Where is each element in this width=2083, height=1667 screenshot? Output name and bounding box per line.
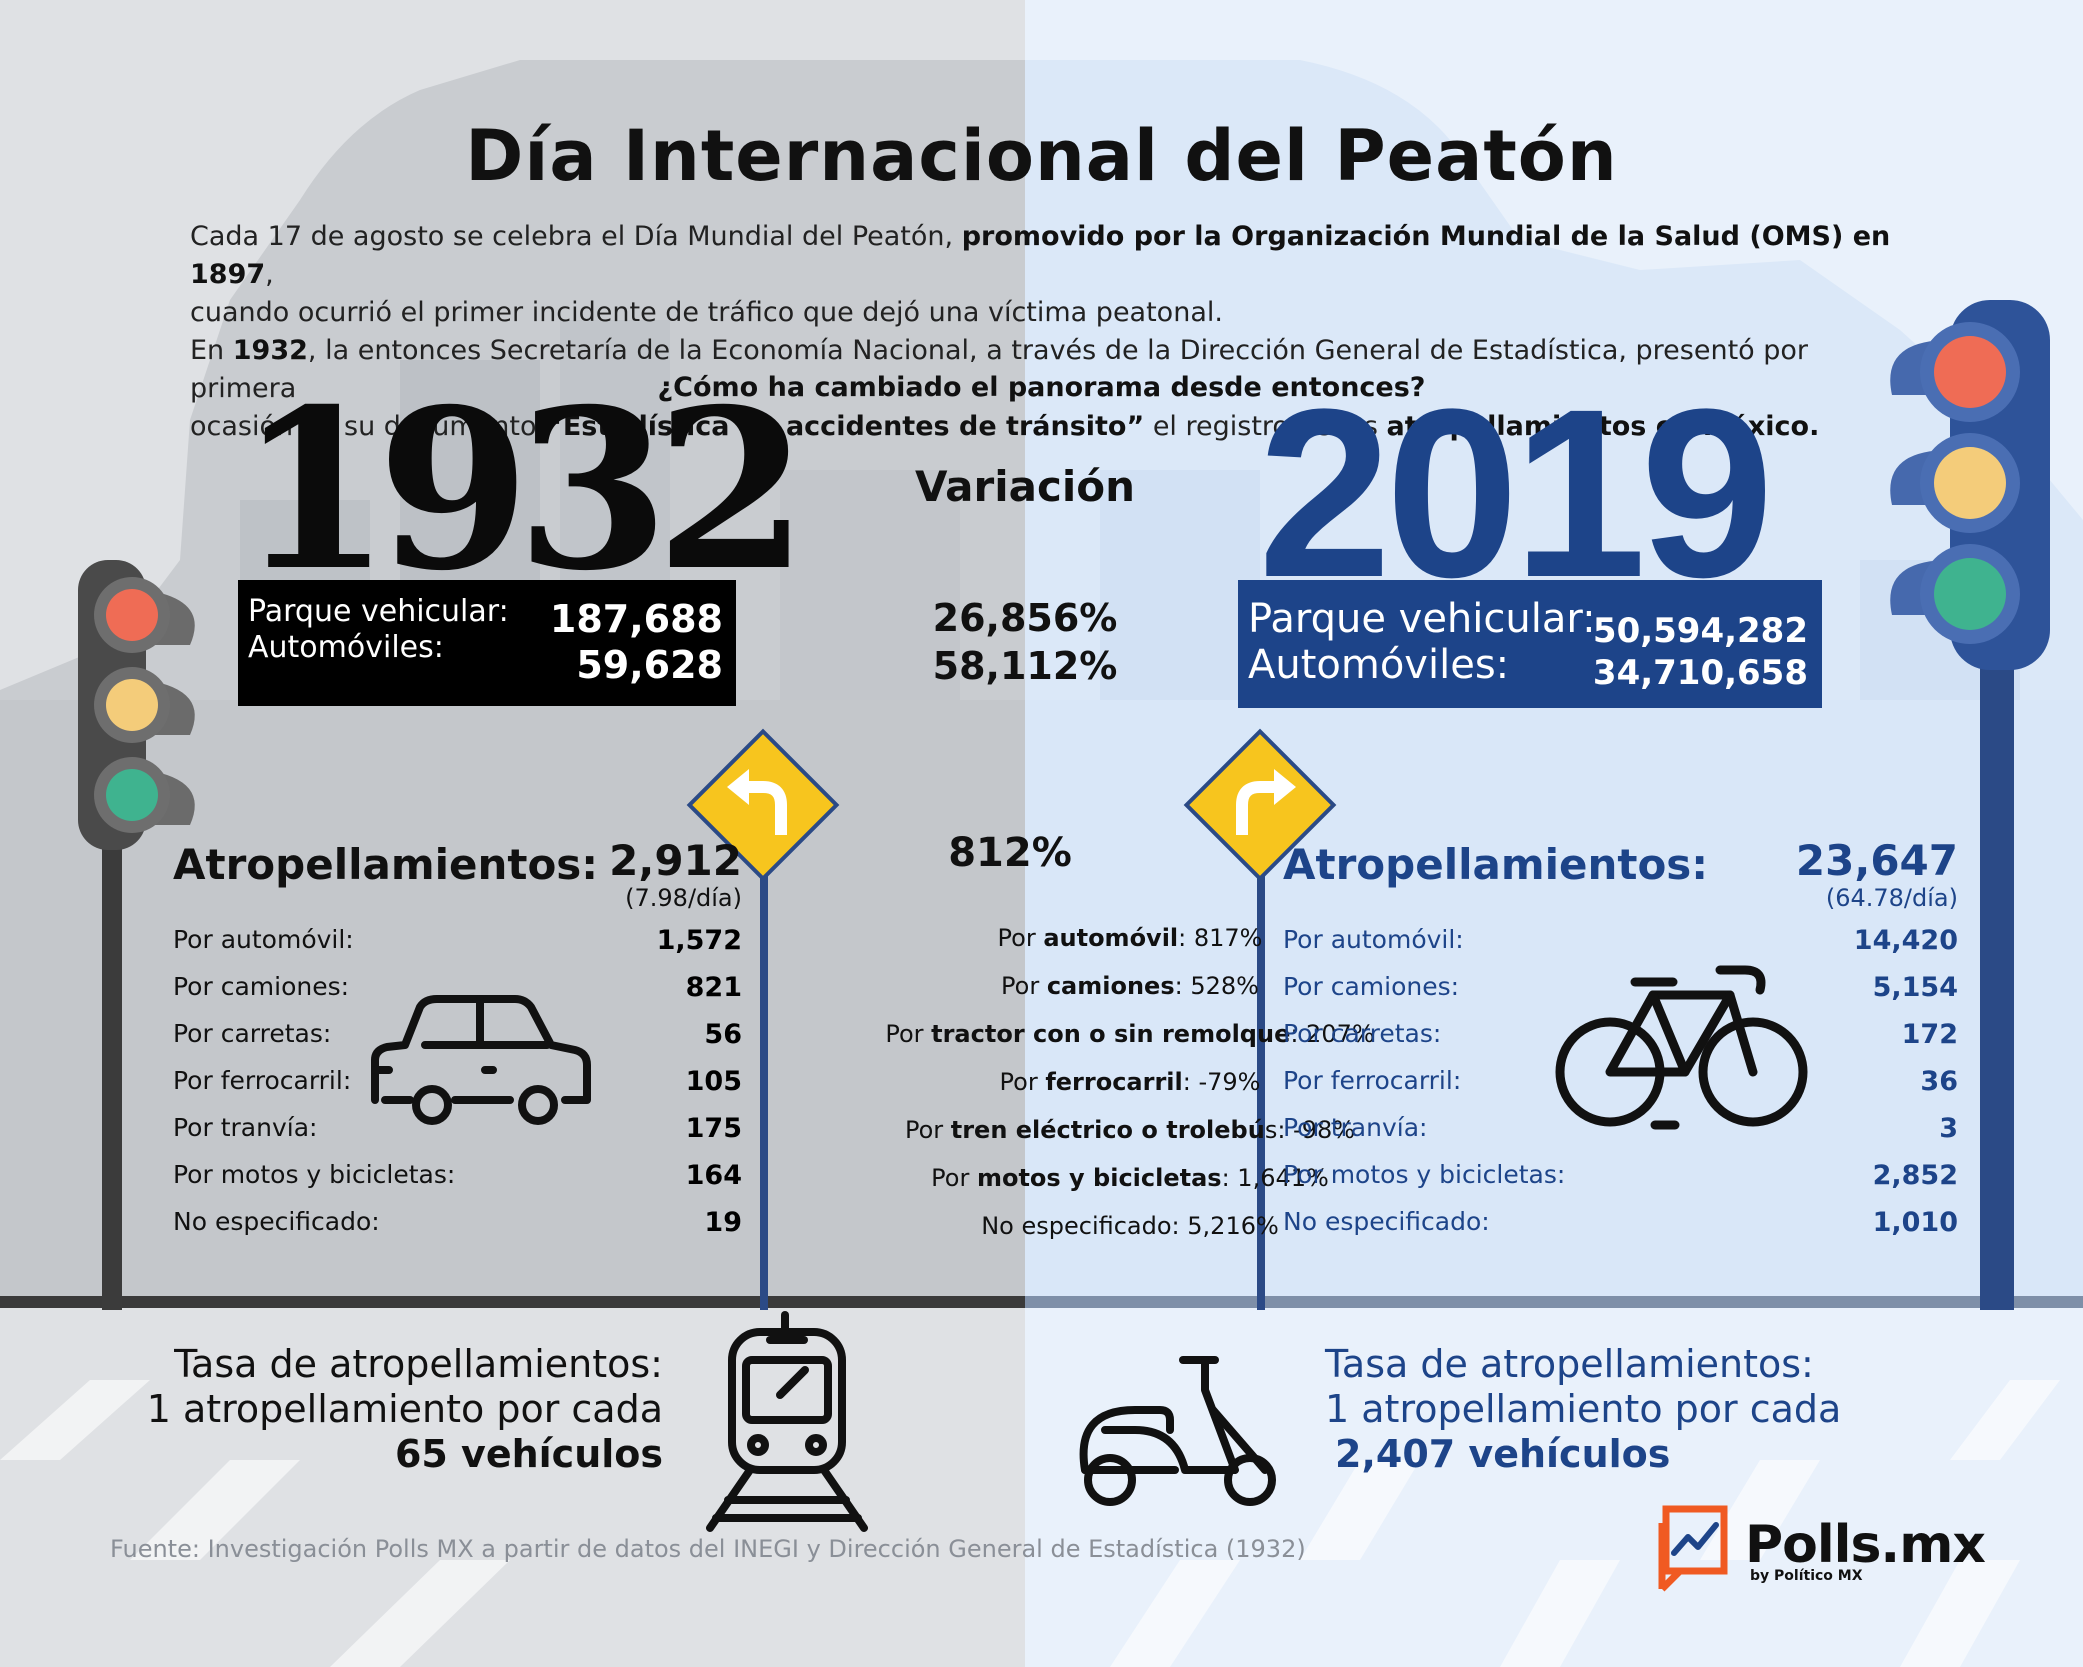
row-label: Por camiones: [173,972,350,1001]
year-2019: 2019 [1258,359,1774,627]
row-label: Por tranvía: [1283,1113,1428,1142]
autos-label: Automóviles: [1248,642,1510,688]
parque-label: Parque vehicular: [1248,596,1596,642]
scooter-icon [1079,1356,1276,1506]
row-value: 821 [685,972,742,1003]
turn-left-sign-icon [686,728,840,1310]
polls-logo-icon [1658,1505,1728,1592]
row-value: 1,010 [1872,1207,1958,1238]
mid-row: Por automóvil: 817% [997,924,1263,952]
row-value: 1,572 [656,925,742,956]
mid-row: Por tren eléctrico o trolebús: -98% [904,1116,1356,1144]
mid-row: Por camiones: 528% [1001,972,1259,1000]
autos-variation: 58,112% [932,644,1118,688]
car-icon [371,995,591,1125]
row-label: No especificado: [173,1207,380,1236]
row-value: 56 [704,1019,742,1050]
row-value: 14,420 [1853,925,1958,956]
row-label: Por ferrocarril: [1283,1066,1462,1095]
intro-question: ¿Cómo ha cambiado el panorama desde ento… [657,372,1426,403]
mid-row: Por ferrocarril: -79% [999,1068,1261,1096]
row-label: Por motos y bicicletas: [173,1160,456,1189]
stats-box-2019: Parque vehicular: Automóviles: 50,594,28… [1238,580,1822,708]
atrop-label-1932: Atropellamientos: [173,840,599,889]
parque-value: 50,594,282 [1592,611,1808,651]
atrop-variation: 812% [948,830,1072,876]
row-label: Por ferrocarril: [173,1066,352,1095]
autos-label: Automóviles: [248,630,444,665]
variation-title: Variación [914,462,1136,511]
row-value: 175 [685,1113,742,1144]
tasa-line-1: Tasa de atropellamientos: [174,1342,663,1386]
mid-row: Por tractor con o sin remolque: 207% [885,1020,1375,1048]
stats-box-1932: Parque vehicular: Automóviles: 187,688 5… [238,580,736,706]
autos-value: 59,628 [576,643,723,687]
parque-label: Parque vehicular: [248,594,509,629]
turn-right-sign-icon [1183,728,1337,1310]
traffic-light-icon [78,560,195,1310]
row-value: 3 [1939,1113,1958,1144]
per-day-1932: (7.98/día) [625,884,742,912]
row-label: No especificado: [1283,1207,1490,1236]
year-1932: 1932 [238,360,808,619]
row-value: 19 [704,1207,742,1238]
row-label: Por carretas: [1283,1019,1442,1048]
tasa-line-2: 1 atropellamiento por cada [1325,1387,1842,1431]
row-label: Por motos y bicicletas: [1283,1160,1566,1189]
bicycle-icon [1555,965,1808,1130]
per-day-2019: (64.78/día) [1825,884,1958,912]
brand-logo-sub: by Político MX [1750,1568,1863,1584]
parque-variation: 26,856% [932,596,1118,640]
mid-row: No especificado: 5,216% [981,1212,1279,1240]
row-value: 164 [685,1160,742,1191]
tasa-line-1: Tasa de atropellamientos: [1325,1342,1814,1386]
autos-value: 34,710,658 [1592,653,1808,693]
tasa-line-3: 2,407 vehículos [1335,1432,1671,1476]
source-note: Fuente: Investigación Polls MX a partir … [110,1535,1306,1563]
row-value: 172 [1901,1019,1958,1050]
traffic-light-icon [1890,300,2050,1310]
row-label: Por automóvil: [1283,925,1464,954]
atrop-value-2019: 23,647 [1795,836,1958,885]
row-label: Por camiones: [1283,972,1460,1001]
atrop-value-1932: 2,912 [609,836,742,885]
brand-logo: Polls.mx [1745,1515,1986,1575]
row-value: 105 [685,1066,742,1097]
atrop-label-2019: Atropellamientos: [1283,840,1709,889]
tasa-line-2: 1 atropellamiento por cada [146,1387,663,1431]
parque-value: 187,688 [549,597,723,641]
row-label: Por carretas: [173,1019,332,1048]
train-icon [706,1311,868,1532]
row-label: Por tranvía: [173,1113,318,1142]
tasa-1932: Tasa de atropellamientos: 1 atropellamie… [100,1342,663,1477]
tasa-2019: Tasa de atropellamientos: 1 atropellamie… [1325,1342,1841,1477]
intro-text: Cada 17 de agosto se celebra el Día Mund… [190,221,1891,442]
tasa-line-3: 65 vehículos [394,1432,663,1476]
row-value: 36 [1920,1066,1958,1097]
row-value: 5,154 [1872,972,1958,1003]
row-value: 2,852 [1872,1160,1958,1191]
page-title: Día Internacional del Peatón [465,115,1618,197]
mid-row: Por motos y bicicletas: 1,641% [931,1164,1329,1192]
row-label: Por automóvil: [173,925,354,954]
